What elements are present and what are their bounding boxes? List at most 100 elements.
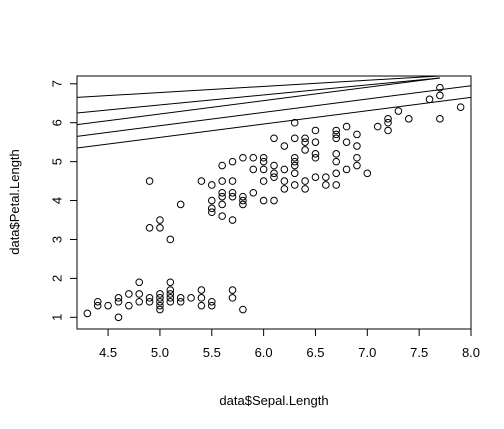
- fitted-line: [77, 77, 440, 114]
- data-point: [332, 126, 341, 135]
- data-point: [332, 181, 341, 189]
- data-point: [228, 216, 237, 224]
- data-point: [363, 169, 372, 178]
- fitted-lines: [77, 76, 471, 149]
- data-point: [280, 165, 289, 174]
- data-point: [114, 313, 123, 322]
- data-point: [156, 216, 164, 224]
- data-point: [145, 224, 154, 232]
- data-point: [311, 173, 320, 181]
- data-point: [332, 130, 341, 139]
- data-point: [176, 297, 185, 306]
- data-point: [436, 91, 444, 100]
- data-point: [218, 188, 226, 197]
- x-axis-label: data$Sepal.Length: [219, 393, 328, 408]
- data-point: [290, 153, 299, 162]
- y-tick-label: 3: [50, 236, 65, 243]
- fitted-line: [77, 96, 471, 149]
- data-point: [104, 301, 112, 310]
- x-tick-label: 8.0: [462, 345, 480, 360]
- data-point: [228, 192, 237, 201]
- data-point: [353, 142, 361, 150]
- x-tick-label: 7.5: [410, 345, 428, 360]
- data-point: [228, 188, 237, 197]
- data-point: [228, 157, 237, 166]
- x-tick-label: 4.5: [99, 345, 117, 360]
- data-point: [384, 126, 392, 135]
- data-point: [135, 297, 144, 306]
- data-point: [218, 200, 226, 209]
- data-point: [290, 118, 299, 127]
- data-point: [176, 200, 185, 209]
- data-point: [93, 301, 102, 310]
- data-point: [270, 196, 278, 205]
- data-point: [384, 118, 392, 127]
- data-point: [353, 161, 361, 170]
- data-point: [197, 177, 206, 185]
- data-point: [290, 161, 299, 170]
- data-point: [207, 196, 216, 205]
- data-point: [114, 294, 123, 302]
- data-point: [114, 297, 123, 306]
- data-point: [93, 297, 102, 306]
- data-point: [207, 204, 216, 213]
- y-axis-label: data$Petal.Length: [7, 149, 22, 255]
- data-point: [280, 142, 289, 150]
- fitted-line: [77, 76, 440, 98]
- data-point: [239, 196, 247, 205]
- data-point: [301, 138, 309, 146]
- data-point: [259, 153, 268, 162]
- data-point: [156, 224, 164, 232]
- data-point: [166, 297, 175, 306]
- data-point: [270, 169, 278, 178]
- data-point: [145, 294, 154, 302]
- data-point: [290, 181, 299, 189]
- data-point: [156, 294, 164, 302]
- data-point: [228, 294, 237, 302]
- data-point: [259, 157, 268, 166]
- data-point: [239, 192, 247, 201]
- data-point: [301, 185, 309, 193]
- data-point: [311, 126, 320, 135]
- data-point: [135, 290, 144, 298]
- data-point: [197, 301, 206, 310]
- data-point: [218, 161, 226, 170]
- data-point: [311, 138, 320, 146]
- data-point: [218, 212, 226, 220]
- data-point: [249, 153, 258, 162]
- data-point: [353, 153, 361, 162]
- data-point: [259, 165, 268, 174]
- data-point: [228, 177, 237, 185]
- fitted-line: [77, 85, 471, 137]
- data-point: [290, 134, 299, 143]
- data-point: [332, 157, 341, 166]
- data-point: [322, 181, 330, 189]
- data-point: [249, 188, 258, 197]
- data-point: [301, 146, 309, 154]
- data-point: [342, 138, 351, 146]
- plot-frame: [76, 75, 472, 330]
- data-point: [332, 134, 341, 143]
- data-point: [301, 134, 309, 143]
- data-point: [436, 83, 444, 92]
- y-tick-label: 5: [50, 158, 65, 165]
- data-point: [156, 301, 164, 310]
- data-point: [207, 181, 216, 189]
- data-point: [270, 134, 278, 143]
- data-point: [280, 177, 289, 185]
- data-point: [259, 177, 268, 185]
- data-point: [207, 297, 216, 306]
- x-tick-label: 6.0: [255, 345, 273, 360]
- data-point: [166, 235, 175, 244]
- x-tick-label: 7.0: [358, 345, 376, 360]
- data-point: [207, 208, 216, 217]
- data-points: [83, 83, 465, 322]
- data-point: [404, 115, 413, 123]
- data-point: [125, 301, 133, 310]
- data-point: [197, 294, 206, 302]
- fitted-line: [77, 77, 440, 126]
- data-point: [239, 305, 247, 314]
- data-point: [342, 122, 351, 131]
- data-point: [301, 177, 309, 185]
